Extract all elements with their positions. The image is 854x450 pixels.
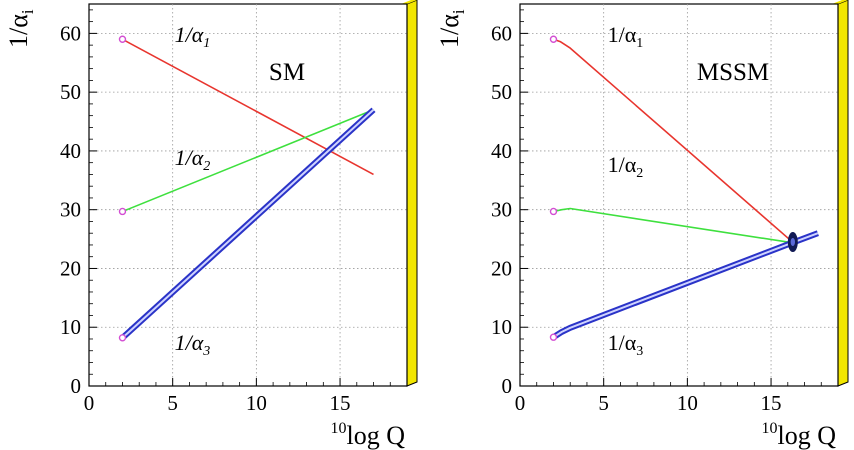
chart-panel-1: 0 5 10 15 0 10 20 30 40 50 60 1/αi 10log Q SM 1/α1 1/α2… bbox=[4, 0, 418, 450]
series-label-alpha-3: 1/α3 bbox=[175, 330, 211, 359]
series-label-alpha-1: 1/α1 bbox=[175, 22, 211, 51]
y-tick-label: 40 bbox=[60, 139, 81, 163]
unification-point-highlight bbox=[790, 238, 796, 247]
series-line-alpha-2 bbox=[553, 207, 792, 244]
y-tick-label: 40 bbox=[491, 139, 512, 163]
series-label-alpha-2: 1/α2 bbox=[175, 145, 211, 174]
x-axis-label: 10log Q bbox=[762, 420, 837, 450]
series-line-alpha-1 bbox=[122, 38, 374, 176]
y-tick-label: 10 bbox=[491, 315, 512, 339]
y-tick-label: 0 bbox=[502, 374, 513, 398]
y-tick-label: 60 bbox=[491, 21, 512, 45]
series-line-alpha-3-inner bbox=[552, 232, 819, 339]
x-tick-label: 0 bbox=[84, 391, 95, 415]
frame-top-bevel bbox=[401, 0, 417, 4]
frame-right-bevel bbox=[837, 0, 849, 387]
x-axis-label: 10log Q bbox=[331, 420, 406, 450]
x-tick-label: 10 bbox=[677, 391, 698, 415]
frame-top-bevel bbox=[832, 0, 848, 4]
series-start-marker bbox=[549, 207, 558, 216]
y-tick-label: 20 bbox=[491, 256, 512, 280]
x-tick-label: 5 bbox=[167, 391, 178, 415]
x-tick-label: 15 bbox=[761, 391, 782, 415]
chart-panel-2: 0 5 10 15 0 10 20 30 40 50 60 1/αi 10log Q MSSM 1/α1 1/… bbox=[435, 0, 849, 450]
series-label-alpha-2: 1/α2 bbox=[608, 152, 644, 181]
model-annotation: MSSM bbox=[697, 59, 769, 86]
series-label-alpha-3: 1/α3 bbox=[608, 330, 644, 359]
y-tick-label: 0 bbox=[71, 374, 82, 398]
y-tick-label: 50 bbox=[491, 80, 512, 104]
series-start-marker bbox=[118, 207, 127, 216]
series-line-alpha-3-inner bbox=[121, 109, 375, 339]
y-tick-label: 30 bbox=[491, 198, 512, 222]
series-start-marker bbox=[118, 334, 127, 342]
series-label-alpha-1: 1/α1 bbox=[608, 22, 644, 51]
x-tick-label: 10 bbox=[246, 391, 267, 415]
x-tick-label: 0 bbox=[515, 391, 526, 415]
y-axis-label: 1/αi bbox=[4, 9, 37, 48]
y-tick-label: 10 bbox=[60, 315, 81, 339]
frame-right-bevel bbox=[406, 0, 418, 387]
y-tick-label: 50 bbox=[60, 80, 81, 104]
series-line-alpha-2 bbox=[122, 109, 374, 213]
y-axis-label: 1/αi bbox=[435, 9, 468, 48]
series-start-marker bbox=[549, 333, 558, 341]
y-tick-label: 60 bbox=[60, 21, 81, 45]
series-start-marker bbox=[118, 35, 127, 43]
plot-area bbox=[519, 3, 839, 387]
y-tick-label: 20 bbox=[60, 256, 81, 280]
series-start-marker bbox=[549, 35, 558, 43]
model-annotation: SM bbox=[269, 59, 305, 86]
y-tick-label: 30 bbox=[60, 198, 81, 222]
x-tick-label: 15 bbox=[330, 391, 351, 415]
x-tick-label: 5 bbox=[598, 391, 609, 415]
